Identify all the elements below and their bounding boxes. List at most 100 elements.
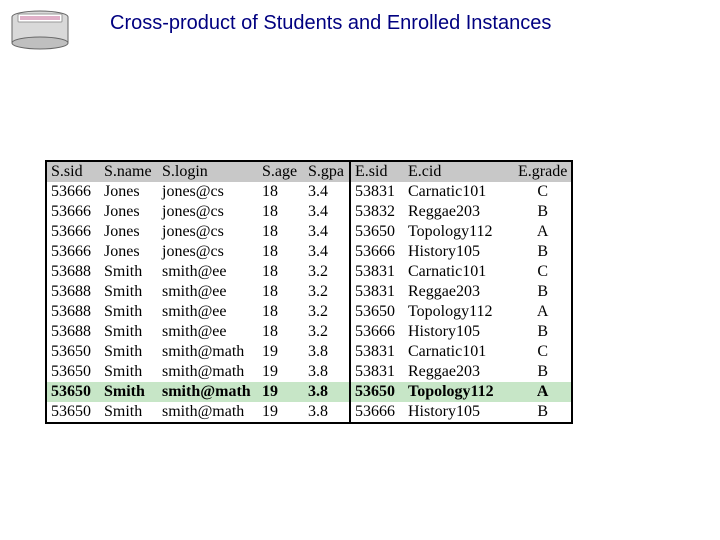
table-row: 53688Smithsmith@ee183.253831Carnatic101C: [46, 262, 572, 282]
table-cell: jones@cs: [158, 242, 258, 262]
table-cell: 3.2: [304, 262, 350, 282]
table-cell: 19: [258, 342, 304, 362]
table-cell: 53831: [350, 182, 404, 202]
table-cell: smith@ee: [158, 282, 258, 302]
table-cell: Smith: [100, 302, 158, 322]
table-cell: smith@math: [158, 382, 258, 402]
table-cell: 3.2: [304, 282, 350, 302]
table-cell: 18: [258, 302, 304, 322]
table-cell: 3.8: [304, 382, 350, 402]
table-row: 53666Jonesjones@cs183.453832Reggae203B: [46, 202, 572, 222]
table-cell: 53832: [350, 202, 404, 222]
table-cell: C: [514, 342, 572, 362]
table-row: 53650Smithsmith@math193.853666History105…: [46, 402, 572, 423]
table-cell: B: [514, 282, 572, 302]
table-cell: 53688: [46, 322, 100, 342]
page-title: Cross-product of Students and Enrolled I…: [110, 12, 551, 35]
table-cell: Topology112: [404, 302, 514, 322]
table-cell: 53650: [46, 402, 100, 423]
table-cell: Smith: [100, 262, 158, 282]
table-cell: Jones: [100, 222, 158, 242]
table-body: 53666Jonesjones@cs183.453831Carnatic101C…: [46, 182, 572, 423]
table-cell: 3.8: [304, 362, 350, 382]
table-cell: 53666: [46, 202, 100, 222]
table-cell: 53831: [350, 282, 404, 302]
database-icon: [10, 10, 70, 50]
table-cell: 53666: [350, 402, 404, 423]
table-cell: Topology112: [404, 222, 514, 242]
table-cell: 19: [258, 362, 304, 382]
cross-product-table: S.sidS.nameS.loginS.ageS.gpaE.sidE.cidE.…: [45, 160, 573, 424]
table-cell: 53688: [46, 262, 100, 282]
table-cell: C: [514, 182, 572, 202]
table-cell: jones@cs: [158, 202, 258, 222]
table-row: 53650Smithsmith@math193.853831Reggae203B: [46, 362, 572, 382]
table-cell: Reggae203: [404, 282, 514, 302]
table-row: 53666Jonesjones@cs183.453650Topology112A: [46, 222, 572, 242]
table-cell: 18: [258, 282, 304, 302]
column-header: S.gpa: [304, 161, 350, 182]
table-cell: 3.2: [304, 302, 350, 322]
table-cell: jones@cs: [158, 222, 258, 242]
column-header: E.sid: [350, 161, 404, 182]
table-cell: History105: [404, 322, 514, 342]
table-cell: smith@ee: [158, 262, 258, 282]
table-cell: Smith: [100, 362, 158, 382]
table-cell: smith@ee: [158, 302, 258, 322]
table-cell: 18: [258, 202, 304, 222]
table-cell: 53688: [46, 302, 100, 322]
table-cell: 18: [258, 242, 304, 262]
table-cell: 53831: [350, 362, 404, 382]
table-cell: 53688: [46, 282, 100, 302]
table-cell: 3.4: [304, 182, 350, 202]
table-cell: 3.4: [304, 242, 350, 262]
table-cell: Carnatic101: [404, 182, 514, 202]
column-header: S.sid: [46, 161, 100, 182]
table-cell: smith@math: [158, 402, 258, 423]
column-header: S.age: [258, 161, 304, 182]
table-cell: 53831: [350, 342, 404, 362]
table-cell: Carnatic101: [404, 262, 514, 282]
table-cell: Smith: [100, 402, 158, 423]
table-cell: 53650: [46, 362, 100, 382]
table-cell: 3.4: [304, 222, 350, 242]
table-cell: 53650: [46, 342, 100, 362]
table-cell: 53666: [46, 182, 100, 202]
cross-product-table-container: S.sidS.nameS.loginS.ageS.gpaE.sidE.cidE.…: [45, 160, 573, 424]
table-cell: B: [514, 202, 572, 222]
table-cell: 53666: [46, 242, 100, 262]
table-cell: smith@math: [158, 342, 258, 362]
table-cell: 53666: [350, 242, 404, 262]
table-cell: 53650: [350, 302, 404, 322]
column-header: E.grade: [514, 161, 572, 182]
table-cell: Jones: [100, 242, 158, 262]
table-cell: History105: [404, 402, 514, 423]
table-cell: 3.4: [304, 202, 350, 222]
column-header: S.name: [100, 161, 158, 182]
table-cell: A: [514, 302, 572, 322]
table-row: 53650Smithsmith@math193.853650Topology11…: [46, 382, 572, 402]
table-cell: 19: [258, 402, 304, 423]
table-row: 53666Jonesjones@cs183.453666History105B: [46, 242, 572, 262]
table-row: 53688Smithsmith@ee183.253650Topology112A: [46, 302, 572, 322]
table-cell: History105: [404, 242, 514, 262]
table-cell: Jones: [100, 202, 158, 222]
table-cell: 3.2: [304, 322, 350, 342]
table-cell: 53650: [350, 382, 404, 402]
column-header: S.login: [158, 161, 258, 182]
table-cell: Smith: [100, 382, 158, 402]
table-header-row: S.sidS.nameS.loginS.ageS.gpaE.sidE.cidE.…: [46, 161, 572, 182]
table-cell: 53650: [46, 382, 100, 402]
table-cell: 18: [258, 262, 304, 282]
table-cell: 53666: [350, 322, 404, 342]
table-cell: 18: [258, 182, 304, 202]
table-cell: Topology112: [404, 382, 514, 402]
table-cell: 53666: [46, 222, 100, 242]
table-cell: Carnatic101: [404, 342, 514, 362]
table-cell: 18: [258, 322, 304, 342]
table-cell: C: [514, 262, 572, 282]
table-cell: Jones: [100, 182, 158, 202]
table-cell: jones@cs: [158, 182, 258, 202]
table-cell: 3.8: [304, 342, 350, 362]
column-header: E.cid: [404, 161, 514, 182]
